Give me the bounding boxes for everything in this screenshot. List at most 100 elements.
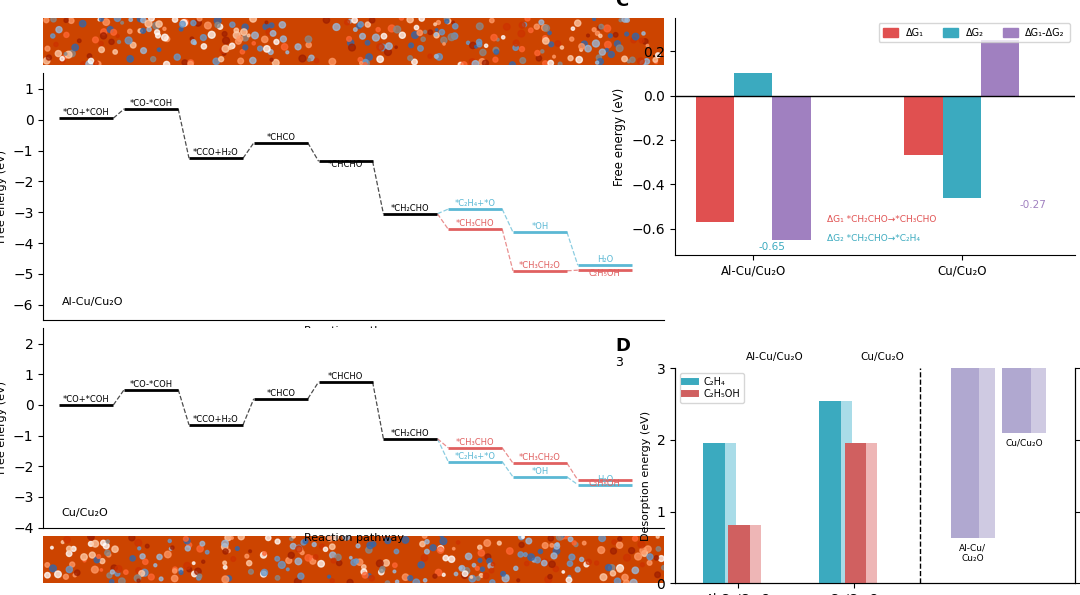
Point — [242, 567, 259, 577]
Point — [421, 51, 438, 61]
Point — [208, 20, 226, 30]
Point — [191, 571, 208, 581]
Point — [231, 34, 248, 43]
Point — [619, 553, 636, 562]
Point — [63, 16, 80, 26]
Point — [649, 532, 666, 541]
Point — [342, 38, 360, 48]
Point — [93, 14, 110, 24]
Point — [324, 550, 341, 560]
Point — [294, 548, 311, 558]
Point — [445, 544, 462, 553]
Point — [474, 48, 491, 57]
Point — [534, 46, 551, 56]
Point — [120, 36, 137, 45]
Text: *C₂H₄+*O: *C₂H₄+*O — [455, 452, 496, 461]
Text: *CHCHO: *CHCHO — [328, 372, 363, 381]
Point — [611, 540, 629, 550]
Point — [129, 574, 146, 583]
Point — [135, 46, 152, 55]
Point — [379, 578, 396, 588]
Point — [372, 54, 389, 64]
Point — [110, 37, 127, 47]
Point — [228, 26, 245, 35]
Point — [150, 45, 167, 55]
Point — [562, 54, 579, 63]
Bar — [829, 400, 852, 583]
Point — [76, 556, 93, 565]
Point — [435, 570, 453, 580]
Point — [300, 55, 318, 65]
Point — [562, 559, 579, 568]
Point — [259, 533, 276, 543]
Point — [652, 554, 670, 563]
Point — [329, 553, 347, 562]
Point — [594, 534, 611, 543]
Point — [433, 27, 450, 37]
Point — [541, 572, 558, 581]
Point — [342, 553, 360, 562]
Point — [625, 578, 643, 587]
Point — [625, 35, 643, 45]
Point — [634, 58, 651, 68]
Point — [555, 567, 572, 577]
Point — [347, 13, 364, 23]
Text: *CO-*COH: *CO-*COH — [130, 380, 173, 389]
Point — [83, 533, 100, 543]
Point — [352, 55, 369, 64]
Point — [553, 531, 570, 541]
Point — [432, 544, 449, 553]
Point — [217, 44, 234, 54]
Point — [256, 549, 273, 558]
Point — [591, 23, 608, 33]
Point — [447, 21, 464, 31]
Point — [554, 531, 571, 540]
Point — [325, 556, 342, 565]
Point — [513, 533, 530, 542]
Point — [157, 33, 174, 42]
Point — [611, 563, 629, 573]
Point — [354, 32, 372, 41]
Point — [57, 30, 75, 40]
Point — [430, 568, 447, 577]
Point — [174, 20, 191, 29]
Point — [121, 27, 138, 36]
Point — [179, 544, 197, 553]
Point — [183, 58, 200, 67]
Point — [428, 30, 445, 40]
Point — [605, 569, 622, 578]
Point — [260, 27, 278, 36]
Bar — [904, 96, 943, 155]
Point — [105, 27, 122, 37]
Legend: ΔG₁, ΔG₂, ΔG₁-ΔG₂: ΔG₁, ΔG₂, ΔG₁-ΔG₂ — [878, 23, 1069, 42]
Point — [242, 546, 259, 556]
Point — [373, 568, 390, 577]
Point — [235, 27, 253, 37]
Point — [537, 36, 554, 46]
Point — [478, 538, 496, 548]
Point — [228, 30, 245, 40]
Point — [458, 566, 475, 575]
Point — [86, 539, 104, 549]
Point — [372, 42, 389, 52]
Point — [124, 553, 141, 563]
Point — [473, 57, 490, 67]
Point — [513, 45, 530, 54]
Point — [356, 571, 374, 580]
Point — [418, 547, 435, 556]
Point — [516, 20, 534, 29]
Point — [186, 569, 203, 579]
Point — [161, 536, 178, 546]
Point — [220, 546, 238, 556]
Bar — [729, 525, 751, 583]
Point — [257, 22, 274, 32]
Point — [267, 58, 284, 68]
Point — [118, 568, 135, 577]
Text: *C₂H₄+*O: *C₂H₄+*O — [455, 199, 496, 208]
Point — [58, 535, 76, 544]
Point — [113, 18, 131, 27]
Point — [605, 546, 622, 556]
Point — [83, 550, 100, 560]
Bar — [1017, 333, 1047, 433]
Point — [564, 24, 581, 33]
